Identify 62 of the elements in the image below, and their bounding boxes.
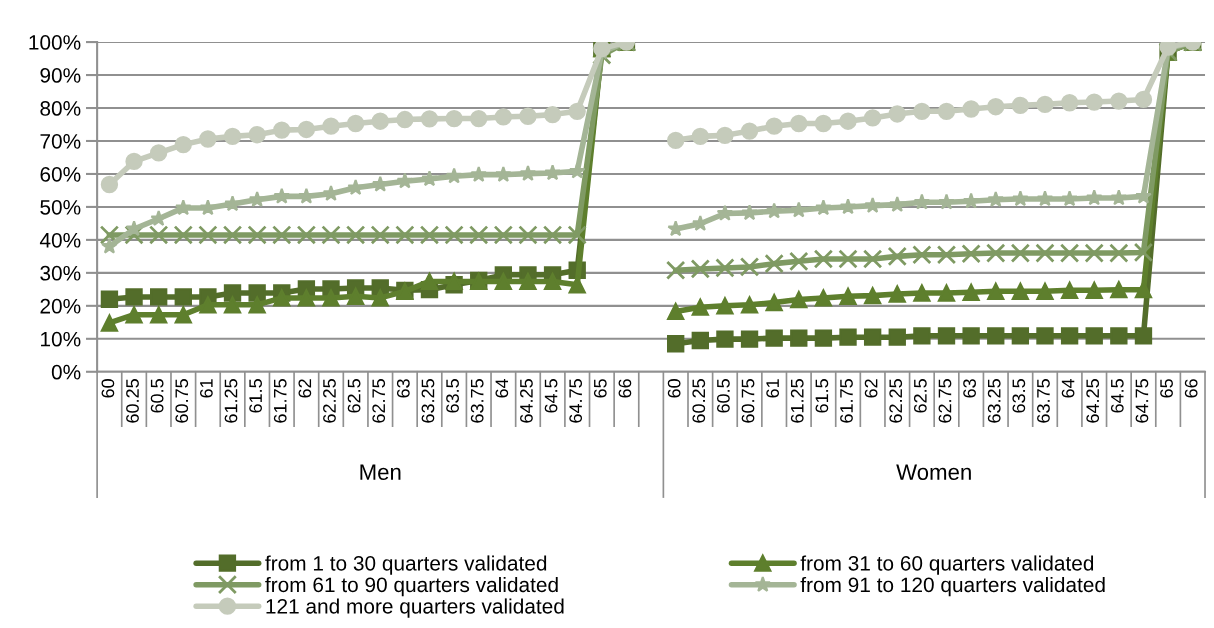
x-tick-label: 62.25 bbox=[323, 379, 336, 423]
x-tick-label: 62.25 bbox=[889, 379, 903, 423]
x-tick-label: 60.75 bbox=[741, 379, 755, 423]
x-tick-label: 62 bbox=[298, 379, 312, 398]
x-tick-label: 60.25 bbox=[692, 379, 706, 423]
x-tick-label: 62.5 bbox=[913, 379, 927, 413]
x-tick-label: 61.75 bbox=[273, 379, 287, 423]
x-tick-label: 64.25 bbox=[1086, 379, 1100, 423]
x-tick-label: 64.25 bbox=[520, 379, 533, 423]
x-tick-label: 66 bbox=[618, 379, 632, 398]
x-tick-label: 64.75 bbox=[1135, 379, 1149, 423]
legend-label: from 31 to 60 quarters validated bbox=[800, 555, 1094, 575]
text: Women bbox=[896, 464, 971, 480]
x-tick-label: 60.5 bbox=[150, 379, 164, 413]
x-tick-label: 63 bbox=[396, 379, 410, 398]
x-tick-label: 62 bbox=[864, 379, 878, 398]
legend-label: 121 and more quarters validated bbox=[266, 598, 564, 618]
x-tick-label: 64.5 bbox=[544, 379, 558, 413]
y-tick-label: 10% bbox=[41, 331, 81, 347]
y-tick-label: 100% bbox=[29, 35, 81, 50]
y-tick-label: 40% bbox=[39, 232, 81, 248]
x-tick-label: 61.5 bbox=[815, 379, 829, 413]
y-tick-label: 90% bbox=[40, 68, 81, 83]
y-tick-label: 80% bbox=[40, 101, 81, 116]
x-tick-label: 64 bbox=[1061, 378, 1075, 398]
y-tick-label: 20% bbox=[40, 298, 81, 314]
y-tick-label: 0% bbox=[51, 364, 81, 380]
x-tick-label: 62.5 bbox=[347, 379, 361, 413]
y-tick-label: 30% bbox=[40, 265, 81, 281]
x-tick-label: 60 bbox=[667, 379, 681, 398]
x-tick-label: 61 bbox=[199, 379, 213, 398]
x-tick-label: 60.5 bbox=[716, 379, 730, 413]
text: Men bbox=[360, 464, 401, 480]
y-tick-label: 70% bbox=[40, 133, 81, 149]
x-tick-label: 64.5 bbox=[1110, 379, 1124, 413]
y-tick-label: 50% bbox=[40, 199, 81, 215]
y-tick-label: 60% bbox=[40, 166, 81, 182]
x-tick-label: 61.25 bbox=[224, 379, 238, 423]
x-tick-label: 61.25 bbox=[790, 379, 804, 423]
x-tick-label: 64.75 bbox=[569, 379, 583, 423]
x-tick-label: 63.75 bbox=[470, 379, 484, 423]
x-tick-label: 63.5 bbox=[1012, 379, 1026, 413]
x-tick-label: 60.75 bbox=[175, 379, 189, 423]
x-tick-label: 66 bbox=[1184, 379, 1198, 398]
x-tick-label: 63.25 bbox=[987, 379, 1001, 423]
x-tick-label: 61 bbox=[766, 379, 780, 398]
x-tick-label: 63 bbox=[963, 379, 976, 398]
x-tick-label: 60 bbox=[101, 379, 115, 398]
legend-label: from 61 to 90 quarters validated bbox=[265, 576, 558, 597]
x-tick-label: 63.75 bbox=[1037, 379, 1050, 423]
x-tick-label: 63.25 bbox=[421, 379, 435, 423]
x-tick-label: 61.75 bbox=[840, 379, 853, 423]
legend-label: from 91 to 120 quarters validated bbox=[800, 576, 1105, 597]
x-tick-label: 63.5 bbox=[446, 379, 459, 413]
x-tick-label: 60.25 bbox=[126, 379, 139, 423]
x-tick-label: 65 bbox=[1160, 379, 1173, 398]
legend-label: from 1 to 30 quarters validated bbox=[265, 555, 547, 575]
x-tick-label: 62.75 bbox=[372, 379, 386, 423]
x-tick-label: 62.75 bbox=[938, 379, 952, 423]
x-tick-label: 65 bbox=[593, 379, 607, 398]
x-tick-label: 61.5 bbox=[249, 379, 262, 413]
x-tick-label: 64 bbox=[495, 378, 509, 398]
